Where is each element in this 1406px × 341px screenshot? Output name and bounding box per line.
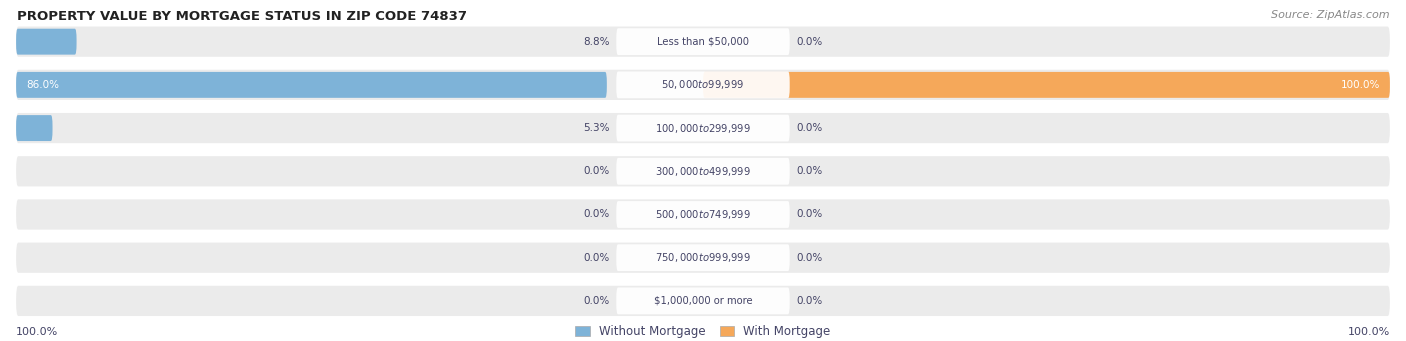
FancyBboxPatch shape [616,201,790,228]
Text: $50,000 to $99,999: $50,000 to $99,999 [661,78,745,91]
FancyBboxPatch shape [15,27,1391,57]
FancyBboxPatch shape [703,72,1391,98]
Text: 8.8%: 8.8% [583,37,610,47]
Text: $1,000,000 or more: $1,000,000 or more [654,296,752,306]
Text: 100.0%: 100.0% [1340,80,1379,90]
FancyBboxPatch shape [15,242,1391,273]
Text: $100,000 to $299,999: $100,000 to $299,999 [655,122,751,135]
Text: 0.0%: 0.0% [796,296,823,306]
Text: 86.0%: 86.0% [27,80,59,90]
Text: $300,000 to $499,999: $300,000 to $499,999 [655,165,751,178]
FancyBboxPatch shape [616,72,790,98]
Text: Source: ZipAtlas.com: Source: ZipAtlas.com [1271,10,1389,20]
FancyBboxPatch shape [616,28,790,55]
Text: PROPERTY VALUE BY MORTGAGE STATUS IN ZIP CODE 74837: PROPERTY VALUE BY MORTGAGE STATUS IN ZIP… [17,10,467,23]
Text: $500,000 to $749,999: $500,000 to $749,999 [655,208,751,221]
Text: 0.0%: 0.0% [796,166,823,176]
FancyBboxPatch shape [15,286,1391,316]
Text: $750,000 to $999,999: $750,000 to $999,999 [655,251,751,264]
FancyBboxPatch shape [15,72,607,98]
FancyBboxPatch shape [15,199,1391,229]
FancyBboxPatch shape [15,70,1391,100]
Text: 0.0%: 0.0% [796,209,823,220]
FancyBboxPatch shape [15,115,52,141]
FancyBboxPatch shape [15,29,76,55]
Text: 0.0%: 0.0% [583,253,610,263]
FancyBboxPatch shape [616,244,790,271]
Text: 0.0%: 0.0% [583,209,610,220]
Text: 5.3%: 5.3% [583,123,610,133]
FancyBboxPatch shape [15,113,1391,143]
Text: 0.0%: 0.0% [583,166,610,176]
Text: 100.0%: 100.0% [15,327,59,337]
Text: 0.0%: 0.0% [796,123,823,133]
Text: Less than $50,000: Less than $50,000 [657,37,749,47]
FancyBboxPatch shape [616,115,790,142]
Legend: Without Mortgage, With Mortgage: Without Mortgage, With Mortgage [575,325,831,338]
Text: 0.0%: 0.0% [796,37,823,47]
Text: 100.0%: 100.0% [1347,327,1391,337]
FancyBboxPatch shape [15,156,1391,187]
FancyBboxPatch shape [616,158,790,185]
FancyBboxPatch shape [616,287,790,314]
Text: 0.0%: 0.0% [796,253,823,263]
Text: 0.0%: 0.0% [583,296,610,306]
